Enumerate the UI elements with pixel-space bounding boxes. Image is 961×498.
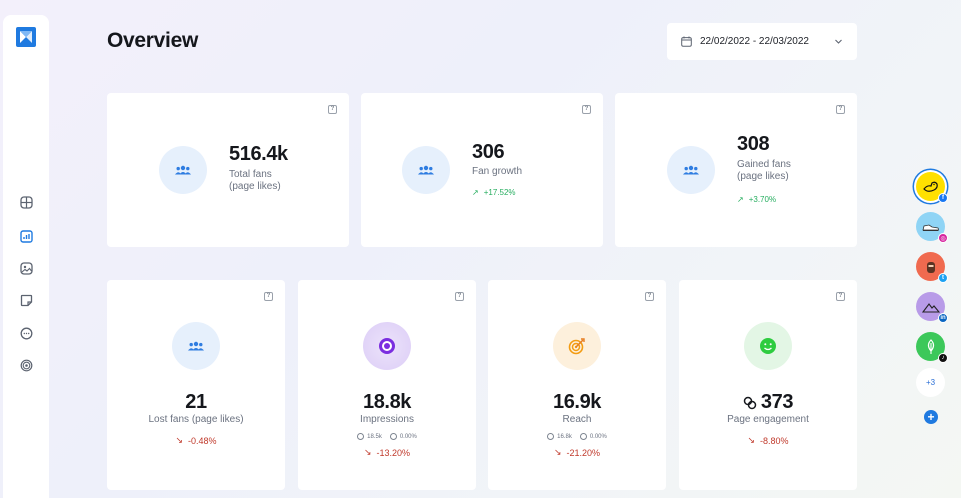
stat-label: Page engagement [727, 414, 809, 425]
app-logo[interactable] [16, 27, 36, 47]
organic-icon [547, 433, 555, 440]
gallery-icon[interactable] [19, 261, 33, 275]
help-icon[interactable]: ? [645, 292, 654, 301]
tiktok-icon: ♪ [938, 353, 948, 363]
stat-value: 21 [185, 391, 207, 413]
help-icon[interactable]: ? [328, 105, 337, 114]
help-icon[interactable]: ? [836, 292, 845, 301]
stat-label: Impressions [360, 414, 414, 425]
stat-label: Total fans (page likes) [229, 169, 281, 192]
leaf-icon [927, 338, 934, 354]
duck-icon [922, 181, 938, 192]
sneaker-icon [921, 224, 939, 231]
organic-icon [357, 433, 365, 440]
change-negative: ↘ -13.20% [363, 447, 411, 458]
sidebar [3, 15, 49, 498]
stat-label: Lost fans (page likes) [148, 414, 244, 425]
smile-icon [744, 322, 792, 370]
help-icon[interactable]: ? [455, 292, 464, 301]
character-icon [926, 261, 935, 273]
sub-metrics: 18.5k 0.00% [298, 433, 476, 440]
help-icon[interactable]: ? [836, 105, 845, 114]
arrow-down-right-icon: ↘ [363, 447, 372, 457]
card-impressions: ? 18.8k Impressions 18.5k 0.00% ↘ -13.20% [298, 280, 476, 490]
paid-icon [579, 433, 587, 440]
facebook-profile-avatar[interactable]: f [916, 172, 948, 203]
card-page-engagement: ? 373 Page engagement ↘ -8.80% [679, 280, 857, 490]
arrow-up-right-icon: ↗ [472, 188, 479, 197]
mountain-icon [921, 302, 940, 313]
card-reach: ? 16.9k Reach 16.8k 0.00% ↘ -21.20% [488, 280, 666, 490]
change-negative: ↘ -8.80% [747, 435, 789, 446]
change-positive: ↗ +17.52% [472, 188, 516, 197]
arrow-down-right-icon: ↘ [553, 447, 562, 457]
change-negative: ↘ -0.48% [175, 435, 217, 446]
calendar-icon [681, 36, 692, 47]
link-icon [743, 396, 757, 409]
change-positive: ↗ +3.70% [737, 195, 777, 204]
stat-label: Fan growth [472, 166, 523, 177]
arrow-up-right-icon: ↗ [737, 195, 744, 204]
stat-value: 18.8k [362, 391, 412, 413]
change-negative: ↘ -21.20% [553, 447, 601, 458]
arrow-down-right-icon: ↘ [747, 435, 755, 445]
twitter-profile-avatar[interactable]: t [916, 252, 948, 283]
users-icon [667, 146, 715, 194]
layout-icon[interactable] [19, 195, 33, 209]
chat-icon[interactable] [19, 326, 33, 340]
sub-metrics: 16.8k 0.00% [488, 433, 666, 440]
stat-label: Reach [562, 414, 592, 425]
page-title: Overview [107, 29, 198, 52]
linkedin-icon: in [938, 313, 948, 323]
arrow-down-right-icon: ↘ [175, 435, 183, 445]
users-icon [402, 146, 450, 194]
stat-value: 516.4k [229, 143, 288, 165]
add-profile-button[interactable]: + [924, 410, 938, 424]
twitter-icon: t [938, 273, 948, 283]
stat-value: 373 [760, 391, 794, 413]
users-icon [159, 146, 207, 194]
card-fan-growth: ? 306 Fan growth ↗ +17.52% [361, 93, 603, 247]
stat-value: 16.9k [552, 391, 602, 413]
stat-value: 308 [737, 133, 770, 155]
analytics-icon[interactable] [19, 229, 33, 243]
target-icon [553, 322, 601, 370]
card-gained-fans: ? 308 Gained fans (page likes) ↗ +3.70% [615, 93, 857, 247]
card-total-fans: ? 516.4k Total fans (page likes) [107, 93, 349, 247]
card-lost-fans: ? 21 Lost fans (page likes) ↘ -0.48% [107, 280, 285, 490]
chevron-down-icon [835, 39, 842, 44]
paid-icon [389, 433, 397, 440]
facebook-icon: f [938, 193, 948, 203]
stat-value: 306 [472, 141, 505, 163]
date-range-picker[interactable]: 22/02/2022 - 22/03/2022 [667, 23, 857, 60]
instagram-profile-avatar[interactable]: ◎ [916, 212, 948, 243]
help-icon[interactable]: ? [582, 105, 591, 114]
instagram-icon: ◎ [938, 233, 948, 243]
date-range-text: 22/02/2022 - 22/03/2022 [700, 36, 809, 47]
tiktok-profile-avatar[interactable]: ♪ [916, 332, 948, 363]
users-icon [172, 322, 220, 370]
linkedin-profile-avatar[interactable]: in [916, 292, 948, 323]
stat-label: Gained fans (page likes) [737, 159, 791, 182]
eye-icon [363, 322, 411, 370]
help-icon[interactable]: ? [264, 292, 273, 301]
sticky-note-icon[interactable] [19, 293, 33, 307]
stat-value-row: 373 [679, 391, 857, 414]
more-profiles-button[interactable]: +3 [916, 368, 945, 397]
target-icon[interactable] [19, 358, 33, 372]
